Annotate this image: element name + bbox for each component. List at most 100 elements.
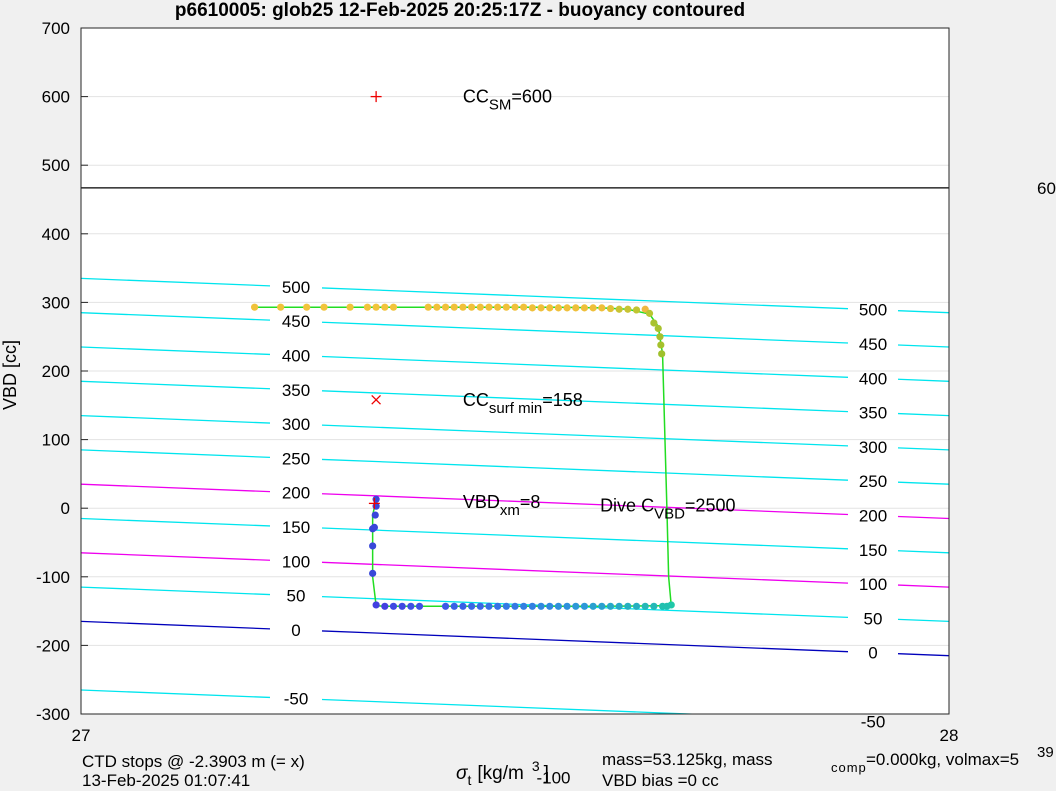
scatter-point xyxy=(371,511,379,519)
contour-line xyxy=(321,493,849,516)
contour-line xyxy=(81,346,271,356)
plus-marker xyxy=(368,497,380,509)
scatter-point xyxy=(546,602,554,610)
x-axis-label-unit: [kg/m xyxy=(477,763,523,784)
scatter-point xyxy=(369,542,377,550)
x-axis-label: σt [kg/m 3] xyxy=(456,758,549,788)
annotation-main: CC xyxy=(463,390,489,410)
y-tick-label: 0 xyxy=(61,499,70,518)
footer-date: 13-Feb-2025 01:07:41 xyxy=(82,771,251,790)
scatter-point xyxy=(528,304,536,312)
scatter-point xyxy=(389,303,398,311)
contour-line xyxy=(81,449,271,459)
y-tick-label: 400 xyxy=(42,225,70,244)
scatter-point xyxy=(468,602,476,610)
marker-stroke xyxy=(371,394,381,405)
scatter-point xyxy=(372,303,380,311)
scatter-point xyxy=(658,602,667,610)
x-axis-label-sup: 3 xyxy=(532,758,540,774)
contour-label: 300 xyxy=(282,415,310,434)
contour-line xyxy=(81,620,271,630)
x-axis-label-close: ] xyxy=(544,763,549,784)
scatter-point xyxy=(450,303,458,311)
contour-line xyxy=(897,378,949,382)
annotation-dive_c: Dive CVBD=2500 xyxy=(600,495,735,522)
scatter-point xyxy=(572,304,580,312)
scatter-point xyxy=(381,602,389,610)
annotation-value: =158 xyxy=(542,390,583,410)
contour-label: 400 xyxy=(859,369,887,388)
clipped-number: 39 xyxy=(1037,744,1054,761)
contour-label: 200 xyxy=(859,506,887,525)
contour-label: 100 xyxy=(859,575,887,594)
scatter-point xyxy=(650,319,658,327)
contour-label: 150 xyxy=(282,518,310,537)
annotation-sub: surf min xyxy=(489,400,542,417)
contour-line xyxy=(897,481,949,485)
contour-label: 150 xyxy=(859,541,887,560)
contour-label: -50 xyxy=(861,712,886,731)
contour-line xyxy=(81,517,271,527)
x-axis-label-sub: t xyxy=(467,772,471,788)
contour-line xyxy=(321,698,706,714)
y-tick-label: -300 xyxy=(36,705,70,724)
contour-line xyxy=(897,653,949,657)
contour-line xyxy=(81,380,271,390)
contour-line xyxy=(81,414,271,424)
contour-line xyxy=(897,618,949,623)
scatter-point xyxy=(598,602,606,610)
contour-line xyxy=(81,277,271,287)
contour-label: 0 xyxy=(868,644,877,663)
scatter-point xyxy=(370,523,378,532)
scatter-point xyxy=(450,602,458,610)
scatter-point xyxy=(650,602,658,610)
scatter-point xyxy=(572,602,580,610)
contour-labels: -100 -50 -50 0 0 50 50 100 100 150 150 200 200 250 250… xyxy=(282,278,887,787)
y-tick-label: 100 xyxy=(42,431,70,450)
scatter-point xyxy=(528,602,536,610)
contour-line xyxy=(897,515,949,520)
scatter-point xyxy=(657,341,665,349)
annotation-main: CC xyxy=(463,87,489,107)
scatter-point xyxy=(632,306,641,314)
y-tick-label: 700 xyxy=(42,19,70,38)
annotation-value: =8 xyxy=(520,492,541,512)
contour-line xyxy=(897,447,949,451)
contour-label: 400 xyxy=(282,346,310,365)
contour-line xyxy=(321,630,849,653)
mass-text: mass=53.125kg, mass xyxy=(602,750,773,769)
contour-line xyxy=(897,550,949,554)
contour-label: 500 xyxy=(859,301,887,320)
scatter-point xyxy=(656,333,664,341)
annotation-cc_surf: CCsurf min=158 xyxy=(463,390,583,417)
annotation-sub: SM xyxy=(489,97,512,114)
contour-line xyxy=(81,586,271,596)
scatter-point xyxy=(485,303,493,311)
scatter-point xyxy=(407,602,415,610)
scatter-point xyxy=(441,602,450,610)
x-marker xyxy=(371,394,381,405)
y-axis-ticks: -300 -200 -100 0 100 200 300 400 500 600 700 xyxy=(36,19,88,724)
scatter-point xyxy=(520,602,528,610)
contour-label: 200 xyxy=(282,484,310,503)
scatter-point xyxy=(563,304,571,312)
contour-label: 300 xyxy=(859,438,887,457)
contour-line xyxy=(897,412,949,417)
contour-label: 450 xyxy=(859,335,887,354)
mass-comp-sub: comp xyxy=(831,760,867,775)
contour-label: 250 xyxy=(859,472,887,491)
scatter-point xyxy=(632,602,641,610)
scatter-point xyxy=(363,303,372,311)
contour-line xyxy=(897,310,949,314)
scatter-point xyxy=(615,602,623,610)
contour-line xyxy=(897,584,949,588)
contour-line xyxy=(81,552,271,561)
scatter-point xyxy=(520,303,528,311)
scatter-point xyxy=(372,601,380,609)
contour-line xyxy=(321,287,849,310)
x-axis-ticks: 27 28 xyxy=(72,707,958,745)
markers xyxy=(368,91,382,509)
scatter-point xyxy=(606,602,615,610)
annotation-main: Dive C xyxy=(600,495,654,515)
